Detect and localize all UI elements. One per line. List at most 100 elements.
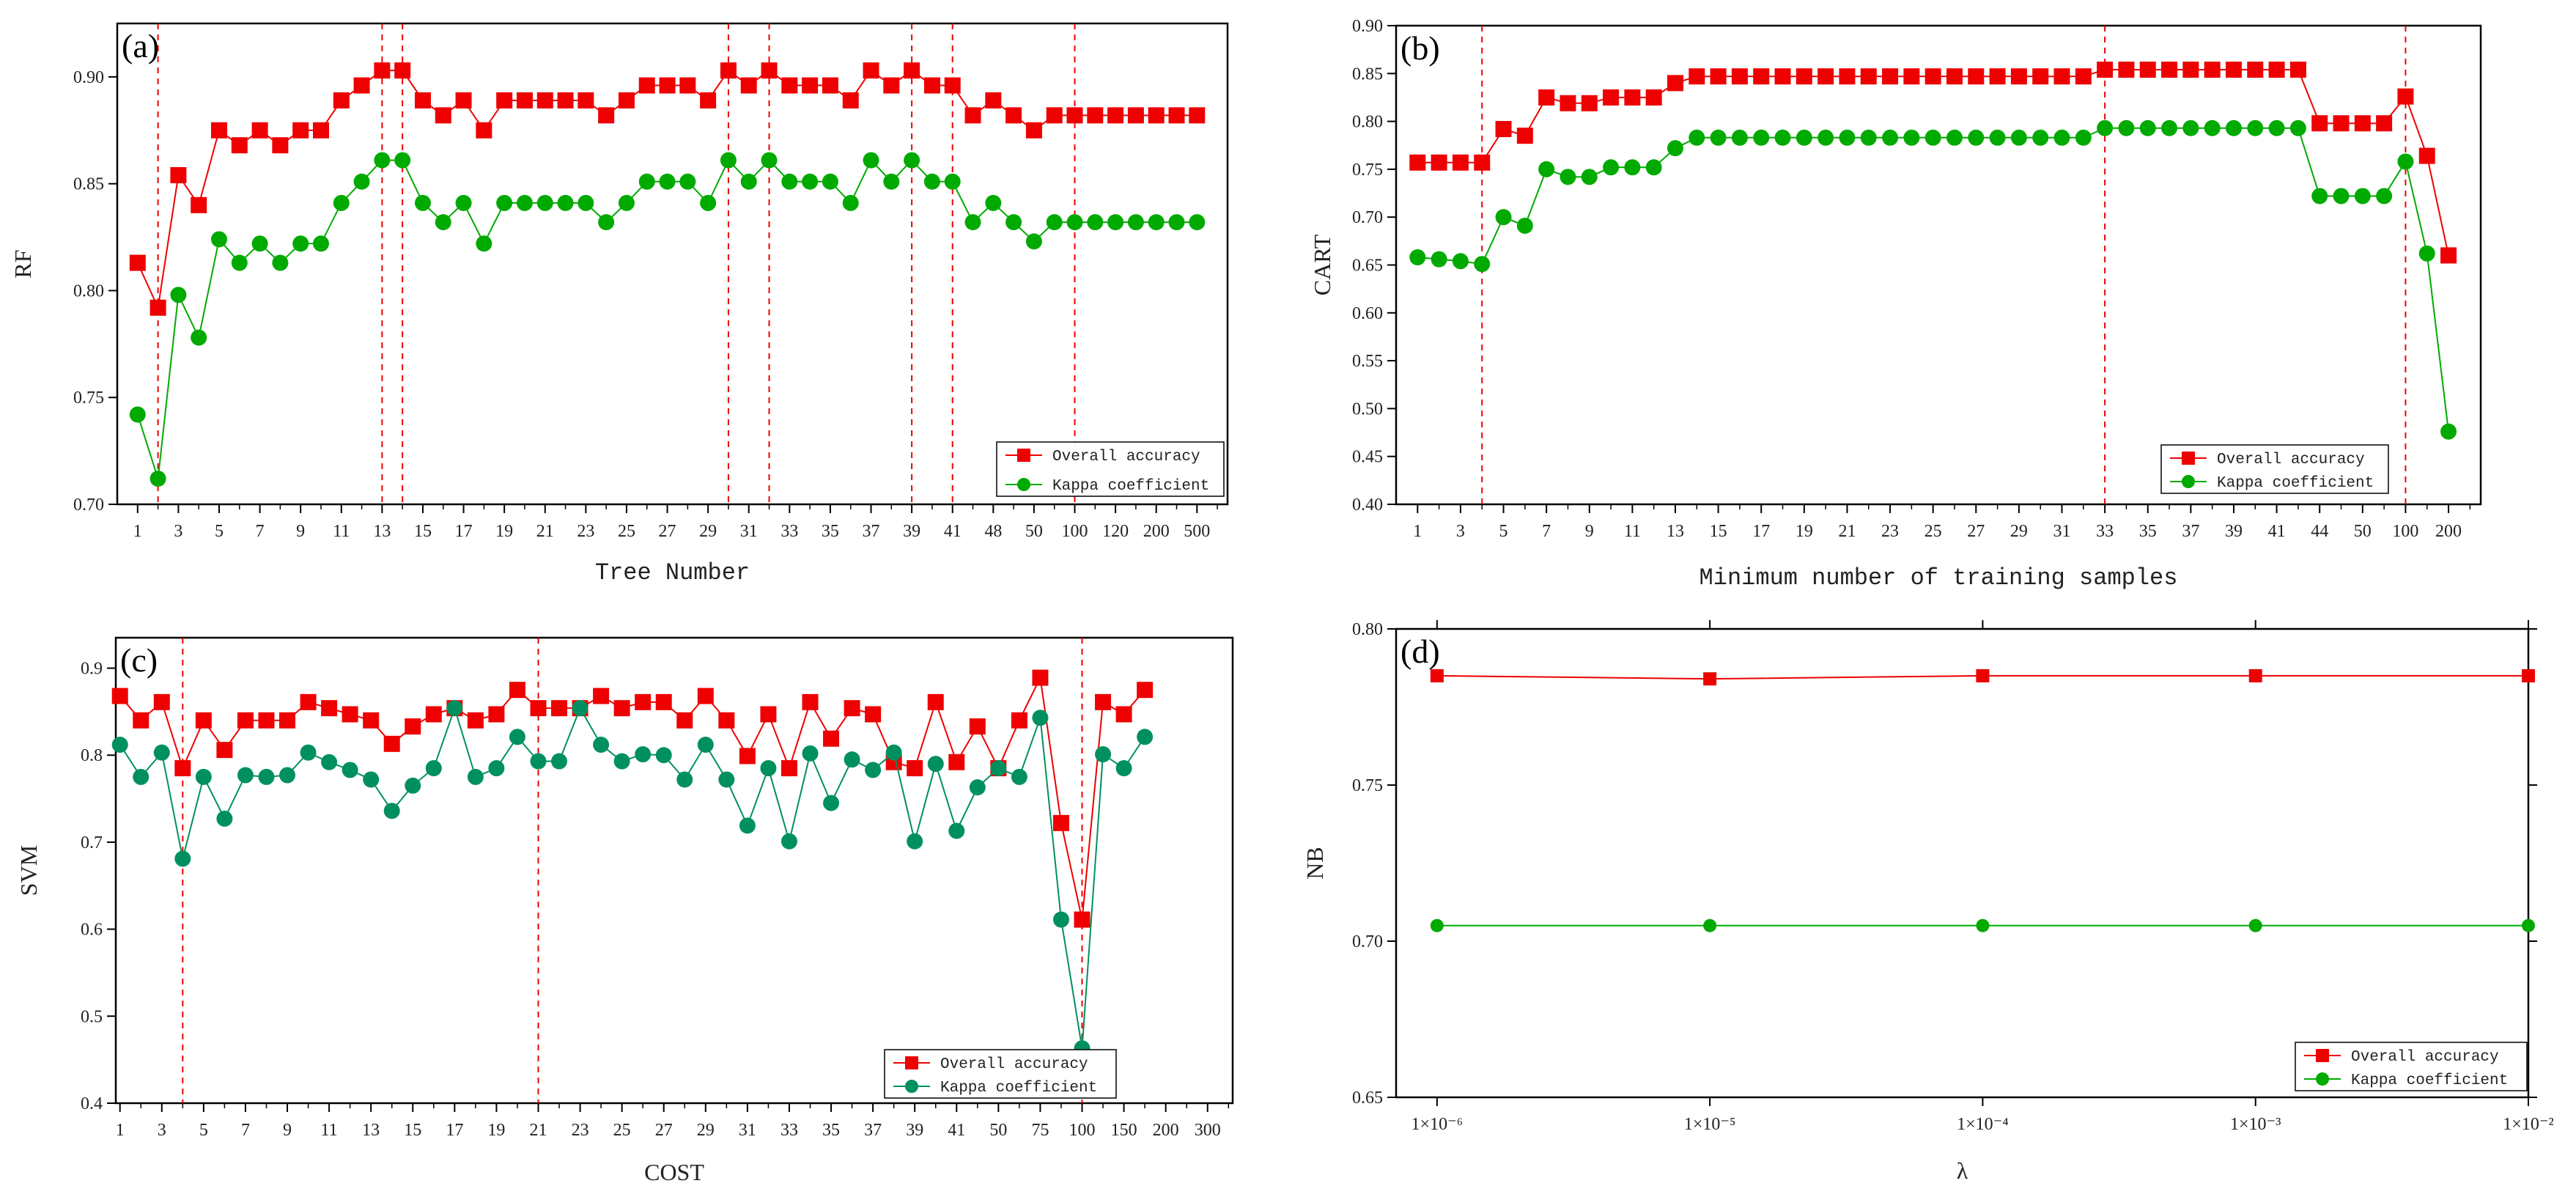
y-tick-label: 0.70 bbox=[1352, 932, 1383, 951]
x-tick-label: 7 bbox=[256, 522, 265, 541]
data-point bbox=[150, 299, 166, 316]
data-point bbox=[2418, 245, 2435, 262]
legend-box bbox=[884, 1049, 1117, 1099]
data-point bbox=[2333, 115, 2350, 132]
y-axis-title: SVM bbox=[15, 845, 42, 896]
data-point bbox=[700, 92, 717, 108]
data-point bbox=[1409, 249, 1426, 266]
data-point bbox=[414, 194, 431, 211]
data-point bbox=[659, 77, 676, 94]
data-point bbox=[2354, 188, 2371, 205]
data-point bbox=[2097, 62, 2114, 78]
x-tick-label: 75 bbox=[1031, 1121, 1049, 1140]
data-point bbox=[1976, 669, 1990, 682]
data-point bbox=[2139, 62, 2156, 78]
data-point bbox=[883, 173, 900, 190]
data-point bbox=[363, 771, 380, 788]
data-point bbox=[237, 767, 254, 784]
x-tick-label: 5 bbox=[215, 522, 224, 541]
legend-box bbox=[2160, 444, 2389, 494]
y-tick-label: 0.65 bbox=[1352, 1089, 1383, 1108]
data-point bbox=[593, 688, 610, 704]
y-tick-label: 0.75 bbox=[1352, 776, 1383, 795]
data-point bbox=[1689, 129, 1705, 146]
data-point bbox=[1409, 154, 1426, 171]
data-point bbox=[353, 173, 370, 190]
data-point bbox=[300, 693, 317, 710]
y-tick-label: 0.7 bbox=[81, 833, 103, 852]
x-tick-label: 25 bbox=[1924, 522, 1942, 541]
data-point bbox=[1025, 122, 1042, 139]
x-tick-label: 35 bbox=[822, 522, 839, 541]
data-point bbox=[1148, 214, 1165, 231]
data-point bbox=[292, 122, 309, 139]
data-point bbox=[2182, 119, 2199, 136]
x-tick-label: 37 bbox=[863, 522, 880, 541]
data-point bbox=[321, 754, 338, 770]
data-point bbox=[927, 756, 944, 773]
data-point bbox=[1107, 107, 1124, 124]
data-point bbox=[1753, 129, 1770, 146]
x-tick-label: 1 bbox=[133, 522, 142, 541]
data-point bbox=[467, 768, 484, 785]
data-point bbox=[985, 194, 1002, 211]
panel-label: (c) bbox=[120, 641, 158, 679]
data-point bbox=[1431, 154, 1447, 171]
y-axis-title: RF bbox=[10, 249, 36, 278]
data-point bbox=[885, 744, 902, 761]
data-point bbox=[676, 771, 693, 788]
y-tick-label: 0.75 bbox=[1352, 161, 1383, 180]
data-point bbox=[1860, 68, 1877, 85]
x-tick-label: 1×10⁻³ bbox=[2230, 1115, 2281, 1134]
data-point bbox=[655, 693, 672, 710]
data-point bbox=[1946, 68, 1963, 85]
data-point bbox=[1624, 159, 1641, 176]
y-tick-label: 0.90 bbox=[1352, 17, 1383, 36]
data-point bbox=[1516, 128, 1533, 144]
data-point bbox=[1495, 209, 1512, 226]
data-point bbox=[333, 194, 350, 211]
data-point bbox=[780, 760, 797, 777]
data-point bbox=[2418, 147, 2435, 164]
x-tick-label: 44 bbox=[2311, 522, 2328, 541]
data-point bbox=[718, 771, 735, 788]
x-tick-label: 200 bbox=[2435, 522, 2462, 541]
data-point bbox=[446, 700, 463, 717]
x-tick-label: 13 bbox=[373, 522, 391, 541]
x-tick-label: 48 bbox=[984, 522, 1002, 541]
data-point bbox=[720, 62, 737, 79]
x-tick-label: 200 bbox=[1153, 1121, 1179, 1140]
x-axis-title: Minimum number of training samples bbox=[1700, 564, 2178, 592]
data-point bbox=[1011, 768, 1027, 785]
y-tick-label: 0.9 bbox=[81, 660, 103, 679]
y-tick-label: 0.80 bbox=[73, 281, 104, 301]
data-point bbox=[1168, 107, 1185, 124]
y-tick-label: 0.4 bbox=[81, 1094, 103, 1113]
data-point bbox=[2010, 129, 2027, 146]
x-tick-label: 19 bbox=[487, 1121, 505, 1140]
data-point bbox=[822, 173, 838, 190]
data-point bbox=[191, 329, 207, 346]
data-point bbox=[536, 194, 553, 211]
data-point bbox=[720, 152, 737, 169]
panel-label: (a) bbox=[122, 27, 159, 65]
data-point bbox=[613, 700, 630, 717]
data-point bbox=[1005, 214, 1022, 231]
x-tick-label: 27 bbox=[659, 522, 676, 541]
data-point bbox=[635, 693, 652, 710]
data-point bbox=[216, 742, 233, 759]
data-point bbox=[760, 760, 777, 777]
data-point bbox=[697, 736, 714, 753]
x-axis-title: Tree Number bbox=[595, 559, 750, 586]
chart-panel-a: 0.700.750.800.850.901 3 5 7 9 11 13 15 17 19 21 23 2… bbox=[10, 22, 1229, 586]
data-point bbox=[740, 173, 757, 190]
legend-marker bbox=[905, 1080, 918, 1093]
data-point bbox=[1107, 214, 1124, 231]
data-point bbox=[1924, 68, 1941, 85]
data-point bbox=[374, 152, 391, 169]
data-point bbox=[170, 167, 187, 184]
data-point bbox=[1127, 107, 1144, 124]
data-point bbox=[927, 693, 944, 710]
data-point bbox=[863, 152, 879, 169]
data-point bbox=[1430, 669, 1444, 682]
